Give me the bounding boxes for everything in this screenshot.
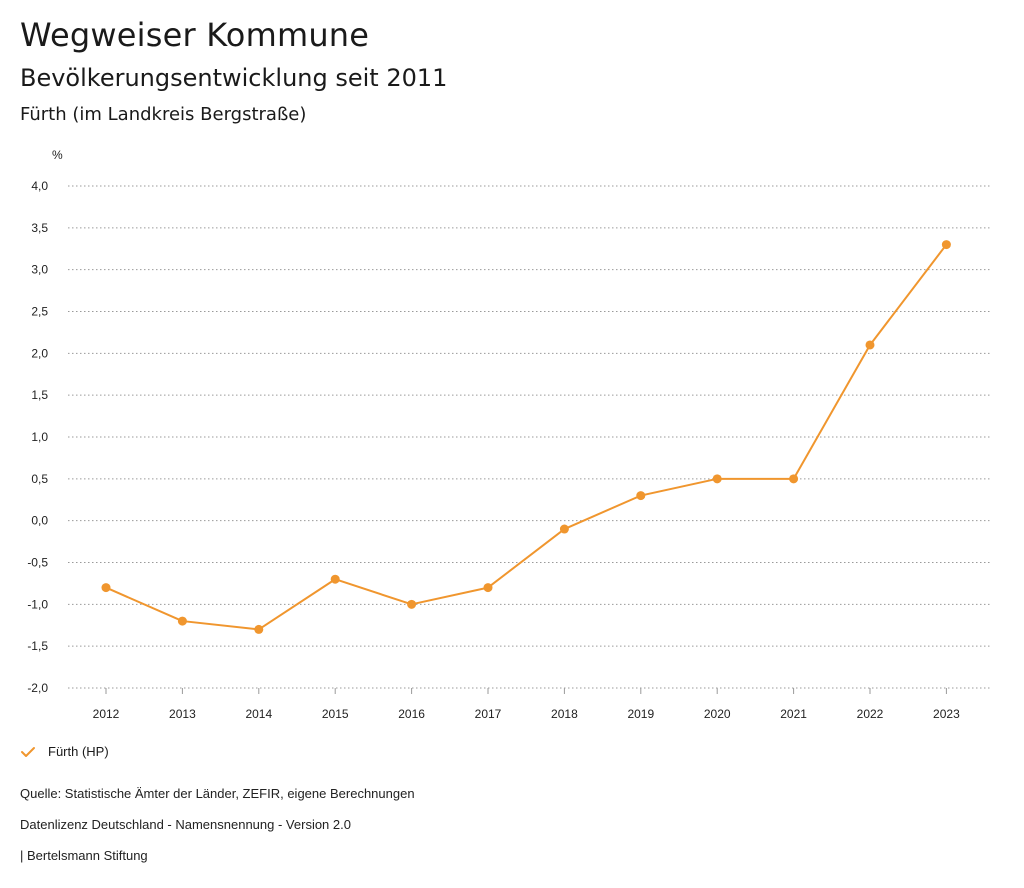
y-tick-label: 3,0 [31,263,48,277]
x-tick-label: 2023 [933,707,960,721]
y-axis-ticks: 4,0 3,5 3,0 2,5 2,0 1,5 1,0 0,5 0,0 -0,5 -1,0 -1,5 -… [27,179,48,695]
series-line [105,243,948,631]
data-point-2017[interactable] [483,583,493,593]
y-tick-label: 1,5 [31,388,48,402]
x-tick-label: 2016 [398,707,425,721]
x-tick-label: 2017 [475,707,502,721]
x-tick-label: 2020 [704,707,731,721]
y-tick-label: -0,5 [27,556,48,570]
data-point-2013[interactable] [177,616,187,626]
data-point-2014[interactable] [254,624,264,634]
page-title: Wegweiser Kommune [20,16,370,54]
y-unit-label: % [52,148,63,162]
x-tick-label: 2022 [857,707,884,721]
license-note: Datenlizenz Deutschland - Namensnennung … [20,817,351,832]
y-tick-label: 2,0 [31,346,48,360]
y-tick-label: 0,5 [31,472,48,486]
data-point-2012[interactable] [101,583,111,593]
x-tick-label: 2019 [627,707,654,721]
series-fuerth [101,240,951,634]
publisher-note: | Bertelsmann Stiftung [20,848,148,863]
x-axis-ticks: 2012 2013 2014 2015 2016 2017 2018 2019 2020 2021… [93,688,960,721]
y-tick-label: 3,5 [31,221,48,235]
data-point-2021[interactable] [789,474,799,484]
grid-lines [68,185,990,689]
data-point-2022[interactable] [865,340,875,350]
y-tick-label: -2,0 [27,681,48,695]
chart-subtitle: Bevölkerungsentwicklung seit 2011 [20,64,448,92]
legend-label: Fürth (HP) [48,744,109,759]
y-tick-label: 2,5 [31,305,48,319]
y-tick-label: 1,0 [31,430,48,444]
x-tick-label: 2018 [551,707,578,721]
y-tick-label: -1,0 [27,597,48,611]
legend[interactable]: Fürth (HP) [20,744,109,759]
x-tick-label: 2015 [322,707,349,721]
x-tick-label: 2014 [245,707,272,721]
checkmark-icon [21,746,35,757]
data-point-2018[interactable] [559,524,569,534]
x-tick-label: 2013 [169,707,196,721]
data-point-2023[interactable] [941,240,951,250]
region-label: Fürth (im Landkreis Bergstraße) [20,104,307,125]
y-tick-label: -1,5 [27,639,48,653]
data-point-2015[interactable] [330,574,340,584]
data-point-2019[interactable] [636,491,646,501]
x-tick-label: 2021 [780,707,807,721]
source-note: Quelle: Statistische Ämter der Länder, Z… [20,786,415,801]
data-point-2016[interactable] [407,599,417,609]
y-tick-label: 0,0 [31,514,48,528]
data-point-2020[interactable] [712,474,722,484]
y-tick-label: 4,0 [31,179,48,193]
line-chart: % 4,0 3,5 3,0 2,5 2,0 1,5 1,0 0,5 0,0 -0,5 -1,0 -1,… [27,148,990,721]
x-tick-label: 2012 [93,707,120,721]
